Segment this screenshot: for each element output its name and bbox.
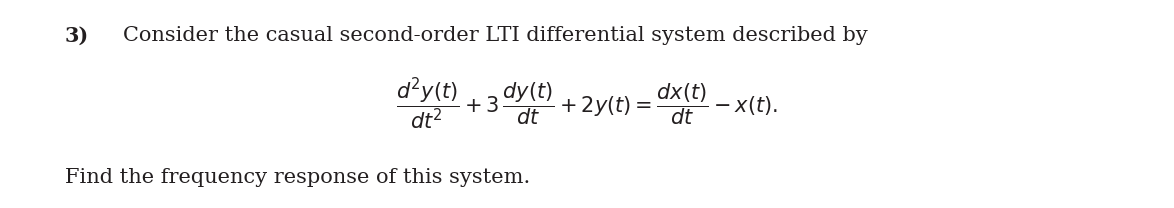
Text: 3): 3) (65, 26, 89, 46)
Text: Consider the casual second-order LTI differential system described by: Consider the casual second-order LTI dif… (123, 26, 868, 45)
Text: $\dfrac{d^2y(t)}{dt^2} + 3\,\dfrac{dy(t)}{dt} + 2y(t) = \dfrac{dx(t)}{dt} - x(t): $\dfrac{d^2y(t)}{dt^2} + 3\,\dfrac{dy(t)… (396, 76, 778, 132)
Text: Find the frequency response of this system.: Find the frequency response of this syst… (65, 168, 529, 187)
